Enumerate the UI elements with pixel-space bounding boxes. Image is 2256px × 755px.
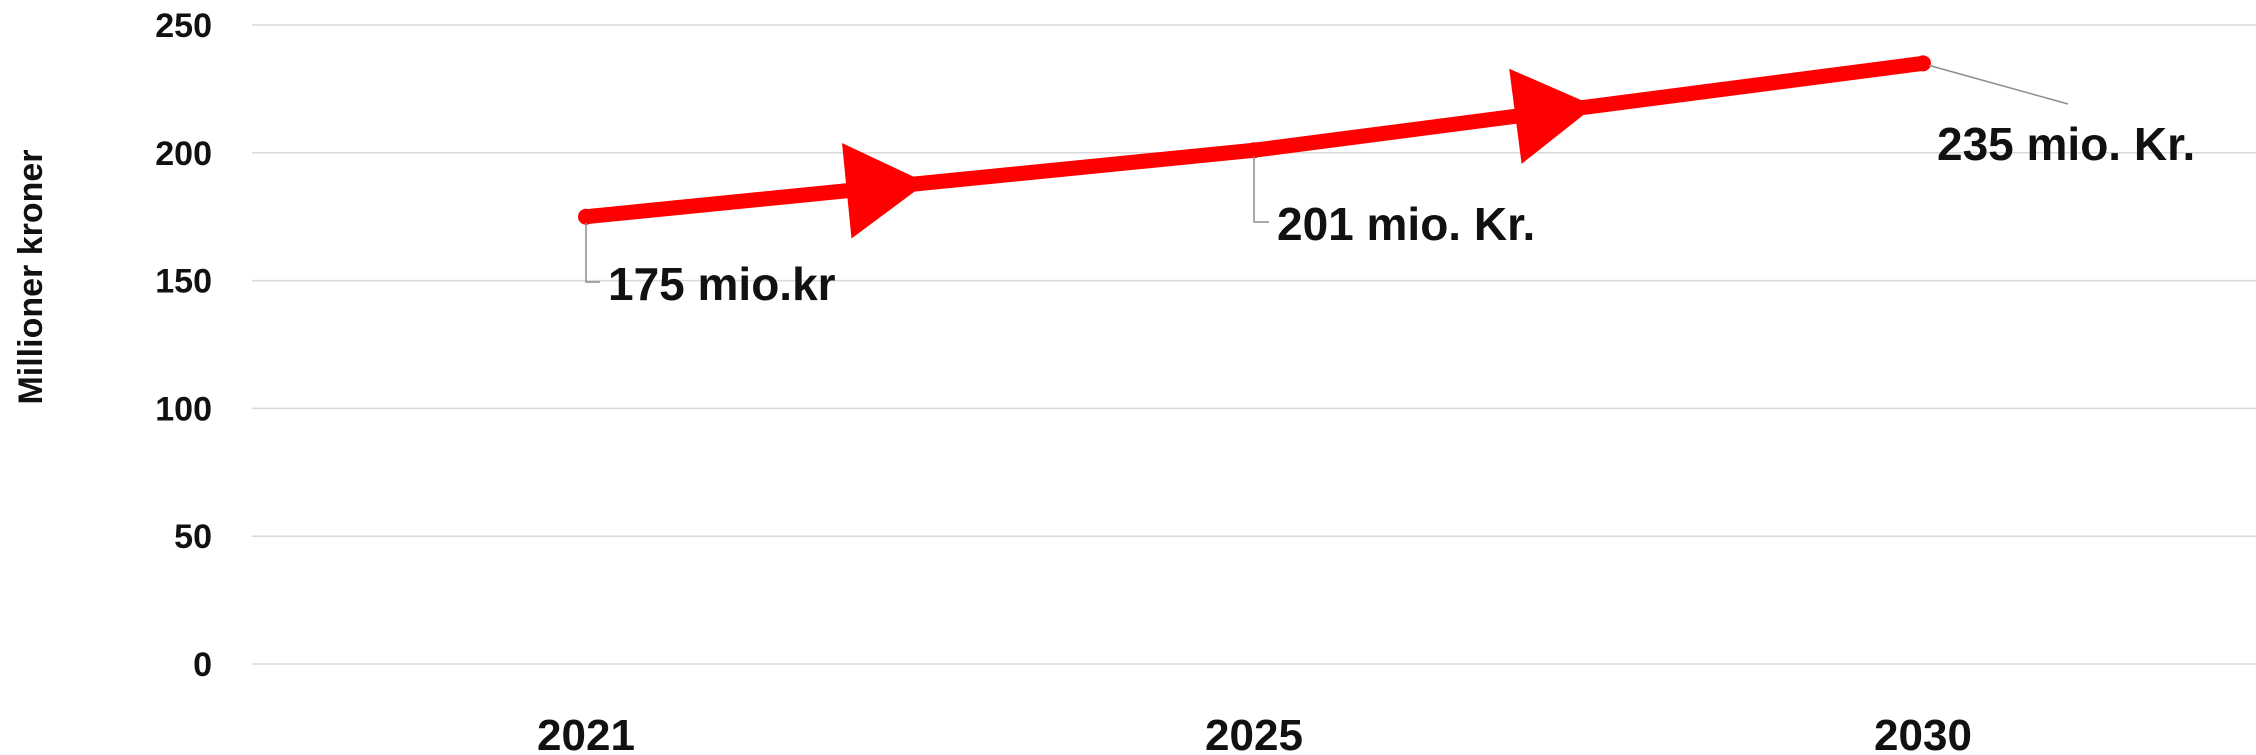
series-arrowhead: [1509, 68, 1595, 164]
y-tick-label: 150: [155, 263, 212, 301]
data-labels: 175 mio.kr 201 mio. Kr. 235 mio. Kr.: [608, 118, 2195, 310]
data-point: [1246, 142, 1262, 159]
x-tick-label: 2030: [1874, 711, 1972, 755]
data-label: 201 mio. Kr.: [1277, 198, 1535, 250]
y-tick-label: 200: [155, 135, 212, 173]
data-point: [578, 208, 594, 225]
data-label: 235 mio. Kr.: [1937, 118, 2195, 170]
data-label: 175 mio.kr: [608, 258, 836, 310]
y-tick-label: 100: [155, 390, 212, 428]
series-arrowhead: [842, 143, 927, 239]
y-tick-label: 0: [193, 646, 212, 684]
data-label-leader: [1253, 156, 1269, 223]
series-group: [578, 55, 1931, 239]
y-axis-ticks: 0 50 100 150 200 250: [155, 7, 212, 684]
y-axis-label: Millioner kroner: [12, 149, 50, 404]
x-axis-ticks: 2021 2025 2030: [537, 711, 1972, 755]
data-label-leader: [1928, 64, 2069, 105]
y-tick-label: 50: [174, 518, 212, 556]
y-tick-label: 250: [155, 7, 212, 45]
x-tick-label: 2021: [537, 711, 635, 755]
data-label-leaders: [585, 64, 2069, 283]
x-tick-label: 2025: [1205, 711, 1303, 755]
data-label-leader: [585, 222, 600, 283]
data-point: [1915, 55, 1931, 72]
